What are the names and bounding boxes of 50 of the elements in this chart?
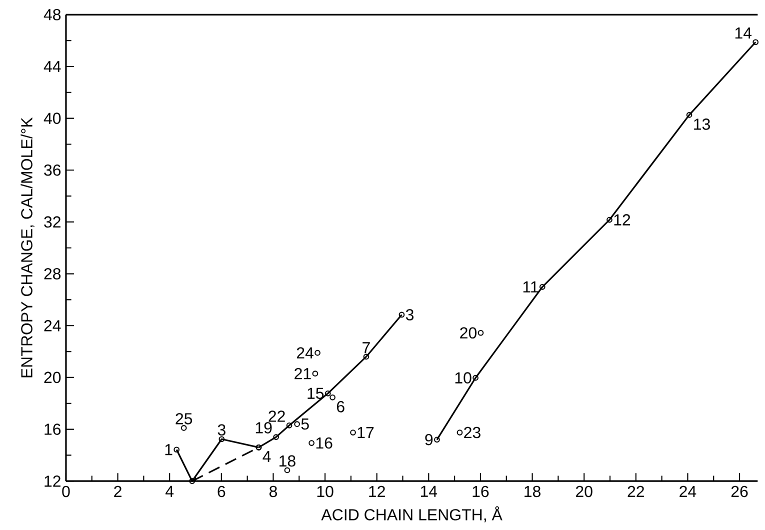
y-tick-label: 48 <box>44 8 61 20</box>
annotation: 20 <box>460 327 477 338</box>
x-tick-label: 26 <box>731 486 748 497</box>
x-tick-label: 2 <box>114 486 122 497</box>
annotation: 21 <box>294 368 311 379</box>
annotation: 5 <box>301 418 309 430</box>
annotation: 9 <box>425 434 433 446</box>
y-tick-label: 16 <box>44 423 61 435</box>
y-tick-label: 40 <box>44 112 61 124</box>
y-tick-label: 28 <box>44 268 61 280</box>
y-axis-title: ENTROPY CHANGE, CAL/MOLE/°K <box>20 117 34 378</box>
annotation: 3 <box>218 424 226 436</box>
y-tick-label: 24 <box>44 320 61 332</box>
x-tick-label: 12 <box>369 486 385 497</box>
annotation: 3 <box>406 308 414 320</box>
annotation: 1 <box>165 444 172 455</box>
annotation: 18 <box>280 455 296 466</box>
x-tick-label: 6 <box>218 486 226 497</box>
x-tick-label: 22 <box>628 486 644 497</box>
annotation: 19 <box>256 422 272 434</box>
y-tick-label: 36 <box>44 164 61 176</box>
x-tick-label: 20 <box>576 486 592 497</box>
annotation: 14 <box>735 27 752 38</box>
y-tick-label: 12 <box>44 475 60 486</box>
y-tick-label: 44 <box>44 60 61 72</box>
annotation: 12 <box>614 214 630 226</box>
annotation: 24 <box>296 347 314 358</box>
annotation: 22 <box>268 410 285 422</box>
annotation: 23 <box>464 426 480 438</box>
x-tick-label: 24 <box>680 486 696 497</box>
annotation: 7 <box>362 342 370 353</box>
annotation: 16 <box>316 437 332 448</box>
x-tick-label: 10 <box>317 486 334 497</box>
annotation: 13 <box>694 118 710 130</box>
annotation: 25 <box>176 412 192 424</box>
annotation: 10 <box>455 372 472 384</box>
y-tick-label: 32 <box>44 216 60 228</box>
x-tick-label: 0 <box>62 486 70 497</box>
y-tick-label: 20 <box>44 372 61 383</box>
annotation: 11 <box>523 281 538 292</box>
x-axis-title: ACID CHAIN LENGTH, Å <box>321 506 502 522</box>
x-tick-label: 14 <box>420 486 438 497</box>
annotation: 4 <box>262 450 271 462</box>
x-tick-label: 8 <box>269 486 277 497</box>
x-tick-label: 16 <box>472 486 489 497</box>
annotation: 15 <box>308 388 324 399</box>
x-tick-label: 18 <box>524 486 540 497</box>
x-tick-label: 4 <box>166 486 174 497</box>
annotation: 6 <box>336 400 344 412</box>
annotation: 17 <box>358 426 374 438</box>
